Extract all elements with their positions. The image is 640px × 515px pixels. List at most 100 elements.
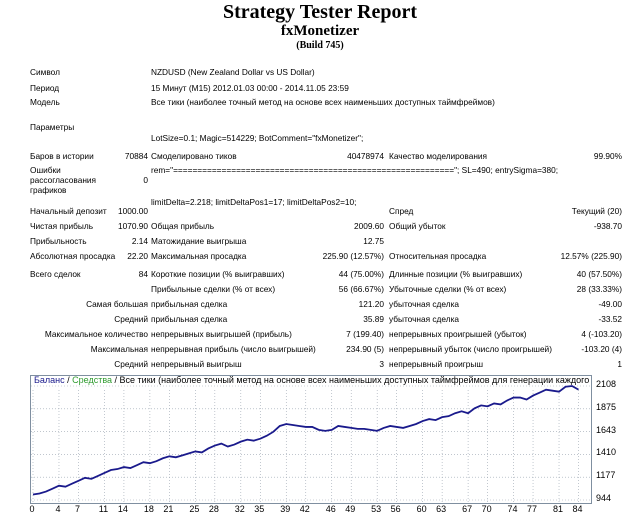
bars-label: Баров в истории [30, 151, 94, 161]
x-tick-label: 84 [572, 504, 583, 514]
spread-label: Спред [389, 206, 414, 216]
y-tick-label: 2108 [596, 379, 617, 389]
total-trades-label: Всего сделок [30, 269, 81, 279]
x-tick-label: 81 [553, 504, 564, 514]
x-tick-label: 18 [143, 504, 154, 514]
quality-value: 99.90% [593, 151, 622, 161]
expected-payoff-label: Матожидание выигрыша [151, 236, 247, 246]
symbol-value: NZDUSD (New Zealand Dollar vs US Dollar) [151, 67, 315, 77]
profit-factor-label: Прибыльность [30, 236, 87, 246]
legend-balance: Баланс [34, 375, 65, 385]
x-tick-label: 49 [345, 504, 356, 514]
legend-separator: / [64, 375, 73, 385]
x-tick-label: 67 [462, 504, 473, 514]
model-label: Модель [30, 97, 60, 107]
errors-label: графиков [30, 185, 67, 195]
expected-payoff-value: 12.75 [363, 236, 384, 246]
avg-cons-losses-label: непрерывный проигрыш [389, 359, 484, 369]
x-tick-label: 28 [208, 504, 219, 514]
params-value: LotSize=0.1; Magic=514229; BotComment="f… [151, 112, 558, 218]
chart-legend: Баланс / Средства / Все тики (наиболее т… [34, 375, 589, 385]
x-tick-label: 74 [507, 504, 518, 514]
max-cons-losses-label: непрерывных проигрышей (убыток) [389, 329, 527, 339]
loss-trades-value: 28 (33.33%) [576, 284, 622, 294]
report-title: Strategy Tester Report [222, 1, 418, 23]
max-cons-profit-value: 234.90 (5) [346, 344, 384, 354]
y-tick-label: 944 [596, 493, 612, 503]
y-tick-label: 1643 [596, 424, 617, 435]
rel-drawdown-value: 12.57% (225.90) [560, 251, 622, 261]
errors-value: 0 [143, 175, 148, 185]
x-tick-label: 53 [371, 504, 382, 514]
balance-chart [30, 375, 592, 504]
rel-drawdown-label: Относительная просадка [389, 251, 487, 261]
average-profit-label: прибыльная сделка [151, 314, 228, 324]
x-tick-label: 46 [325, 504, 336, 514]
model-value: Все тики (наиболее точный метод на основ… [151, 97, 495, 107]
profit-trades-value: 56 (66.67%) [338, 284, 384, 294]
profit-factor-value: 2.14 [131, 236, 148, 246]
abs-drawdown-label: Абсолютная просадка [30, 251, 116, 261]
x-tick-label: 4 [55, 504, 61, 514]
gross-loss-value: -938.70 [593, 221, 622, 231]
total-trades-value: 84 [138, 269, 148, 279]
expert-name: fxMonetizer [280, 23, 360, 39]
avg-cons-label: Средний [114, 359, 148, 369]
x-tick-label: 25 [189, 504, 200, 514]
params-label: Параметры [30, 122, 75, 132]
x-tick-label: 39 [280, 504, 291, 514]
y-tick-label: 1177 [596, 470, 616, 481]
abs-drawdown-value: 22.20 [127, 251, 148, 261]
x-tick-label: 0 [29, 504, 35, 514]
x-tick-label: 35 [254, 504, 265, 514]
largest-loss-label: убыточная сделка [389, 299, 460, 309]
x-tick-label: 32 [234, 504, 245, 514]
avg-cons-wins-value: 3 [379, 359, 384, 369]
period-label: Период [30, 83, 60, 93]
params-line: rem="===================================… [151, 164, 559, 175]
net-profit-label: Чистая прибыль [30, 221, 94, 231]
loss-trades-label: Убыточные сделки (% от всех) [389, 284, 507, 294]
ticks-label: Смоделировано тиков [151, 151, 237, 161]
maximal-label: Максимальная [90, 344, 148, 354]
x-tick-label: 21 [163, 504, 174, 514]
params-line: LotSize=0.1; Magic=514229; BotComment="f… [151, 133, 364, 144]
max-drawdown-value: 225.90 (12.57%) [322, 251, 384, 261]
max-cons-loss-value: -103.20 (4) [581, 344, 622, 354]
largest-loss-value: -49.00 [598, 299, 622, 309]
largest-label: Самая большая [86, 299, 148, 309]
deposit-label: Начальный депозит [30, 206, 107, 216]
deposit-value: 1000.00 [118, 206, 148, 216]
quality-label: Качество моделирования [389, 151, 488, 161]
avg-cons-losses-value: 1 [617, 359, 622, 369]
x-tick-label: 42 [299, 504, 310, 514]
params-line: limitDelta=2.218; limitDeltaPos1=17; lim… [151, 196, 357, 207]
net-profit-value: 1070.90 [118, 221, 148, 231]
short-positions-value: 44 (75.00%) [338, 269, 384, 279]
x-tick-label: 56 [390, 504, 401, 514]
profit-trades-label: Прибыльные сделки (% от всех) [151, 284, 276, 294]
x-tick-label: 77 [527, 504, 538, 514]
balance-chart-plot [31, 385, 591, 503]
gross-loss-label: Общий убыток [389, 221, 446, 231]
symbol-label: Символ [30, 67, 60, 77]
max-cons-profit-label: непрерывная прибыль (число выигрышей) [151, 344, 316, 354]
x-tick-label: 63 [436, 504, 447, 514]
average-loss-value: -33.52 [598, 314, 622, 324]
balance-line [32, 385, 579, 496]
x-tick-label: 60 [416, 504, 427, 514]
legend-model: Все тики (наиболее точный метод на основ… [119, 375, 590, 385]
spread-value: Текущий (20) [571, 206, 622, 216]
max-cons-wins-value: 7 (199.40) [346, 329, 384, 339]
largest-profit-value: 121.20 [358, 299, 384, 309]
x-tick-label: 11 [98, 504, 109, 514]
bars-value: 70884 [124, 151, 148, 161]
avg-cons-wins-label: непрерывный выигрыш [151, 359, 242, 369]
x-tick-label: 7 [74, 504, 80, 514]
x-tick-label: 70 [481, 504, 492, 514]
build-number: (Build 745) [296, 40, 344, 51]
x-tick-label: 14 [117, 504, 128, 514]
y-tick-label: 1875 [596, 401, 617, 412]
errors-label: рассогласования [30, 175, 97, 185]
largest-profit-label: прибыльная сделка [151, 299, 228, 309]
